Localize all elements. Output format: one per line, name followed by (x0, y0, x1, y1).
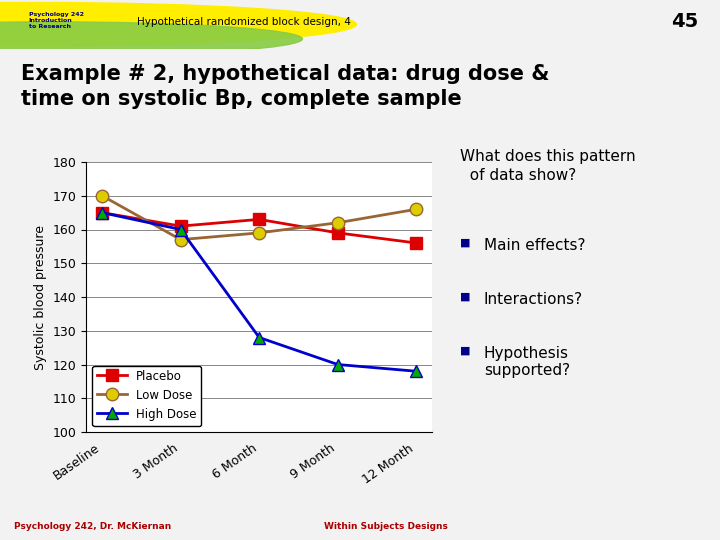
Line: Low Dose: Low Dose (96, 190, 423, 246)
Text: ■: ■ (459, 292, 470, 302)
Text: 45: 45 (671, 12, 698, 31)
High Dose (412, 368, 420, 375)
Low Dose (98, 192, 107, 199)
Text: Psychology 242, Dr. McKiernan: Psychology 242, Dr. McKiernan (14, 522, 171, 531)
Text: Within Subjects Designs: Within Subjects Designs (324, 522, 448, 531)
Text: Example # 2, hypothetical data: drug dose &
time on systolic Bp, complete sample: Example # 2, hypothetical data: drug dos… (22, 64, 550, 109)
Line: High Dose: High Dose (96, 206, 423, 377)
High Dose (176, 226, 185, 233)
Text: Hypothesis
supported?: Hypothesis supported? (484, 346, 570, 378)
Placebo (98, 210, 107, 216)
Text: What does this pattern
  of data show?: What does this pattern of data show? (459, 148, 635, 183)
Text: Psychology 242
Introduction
to Research: Psychology 242 Introduction to Research (29, 12, 84, 29)
Text: Interactions?: Interactions? (484, 292, 582, 307)
Placebo (255, 216, 264, 222)
High Dose (98, 210, 107, 216)
Y-axis label: Systolic blood pressure: Systolic blood pressure (35, 225, 48, 369)
Circle shape (0, 22, 302, 56)
High Dose (333, 361, 342, 368)
Placebo (412, 240, 420, 246)
Placebo (176, 223, 185, 230)
Low Dose (255, 230, 264, 236)
High Dose (255, 334, 264, 341)
Legend: Placebo, Low Dose, High Dose: Placebo, Low Dose, High Dose (92, 366, 201, 426)
Text: Hypothetical randomized block design, 4: Hypothetical randomized block design, 4 (137, 17, 351, 27)
Low Dose (176, 237, 185, 243)
Low Dose (412, 206, 420, 212)
Circle shape (0, 2, 356, 46)
Text: ■: ■ (459, 238, 470, 248)
Low Dose (333, 219, 342, 226)
Placebo (333, 230, 342, 236)
Text: ■: ■ (459, 346, 470, 356)
Text: Main effects?: Main effects? (484, 238, 585, 253)
Line: Placebo: Placebo (96, 207, 422, 248)
